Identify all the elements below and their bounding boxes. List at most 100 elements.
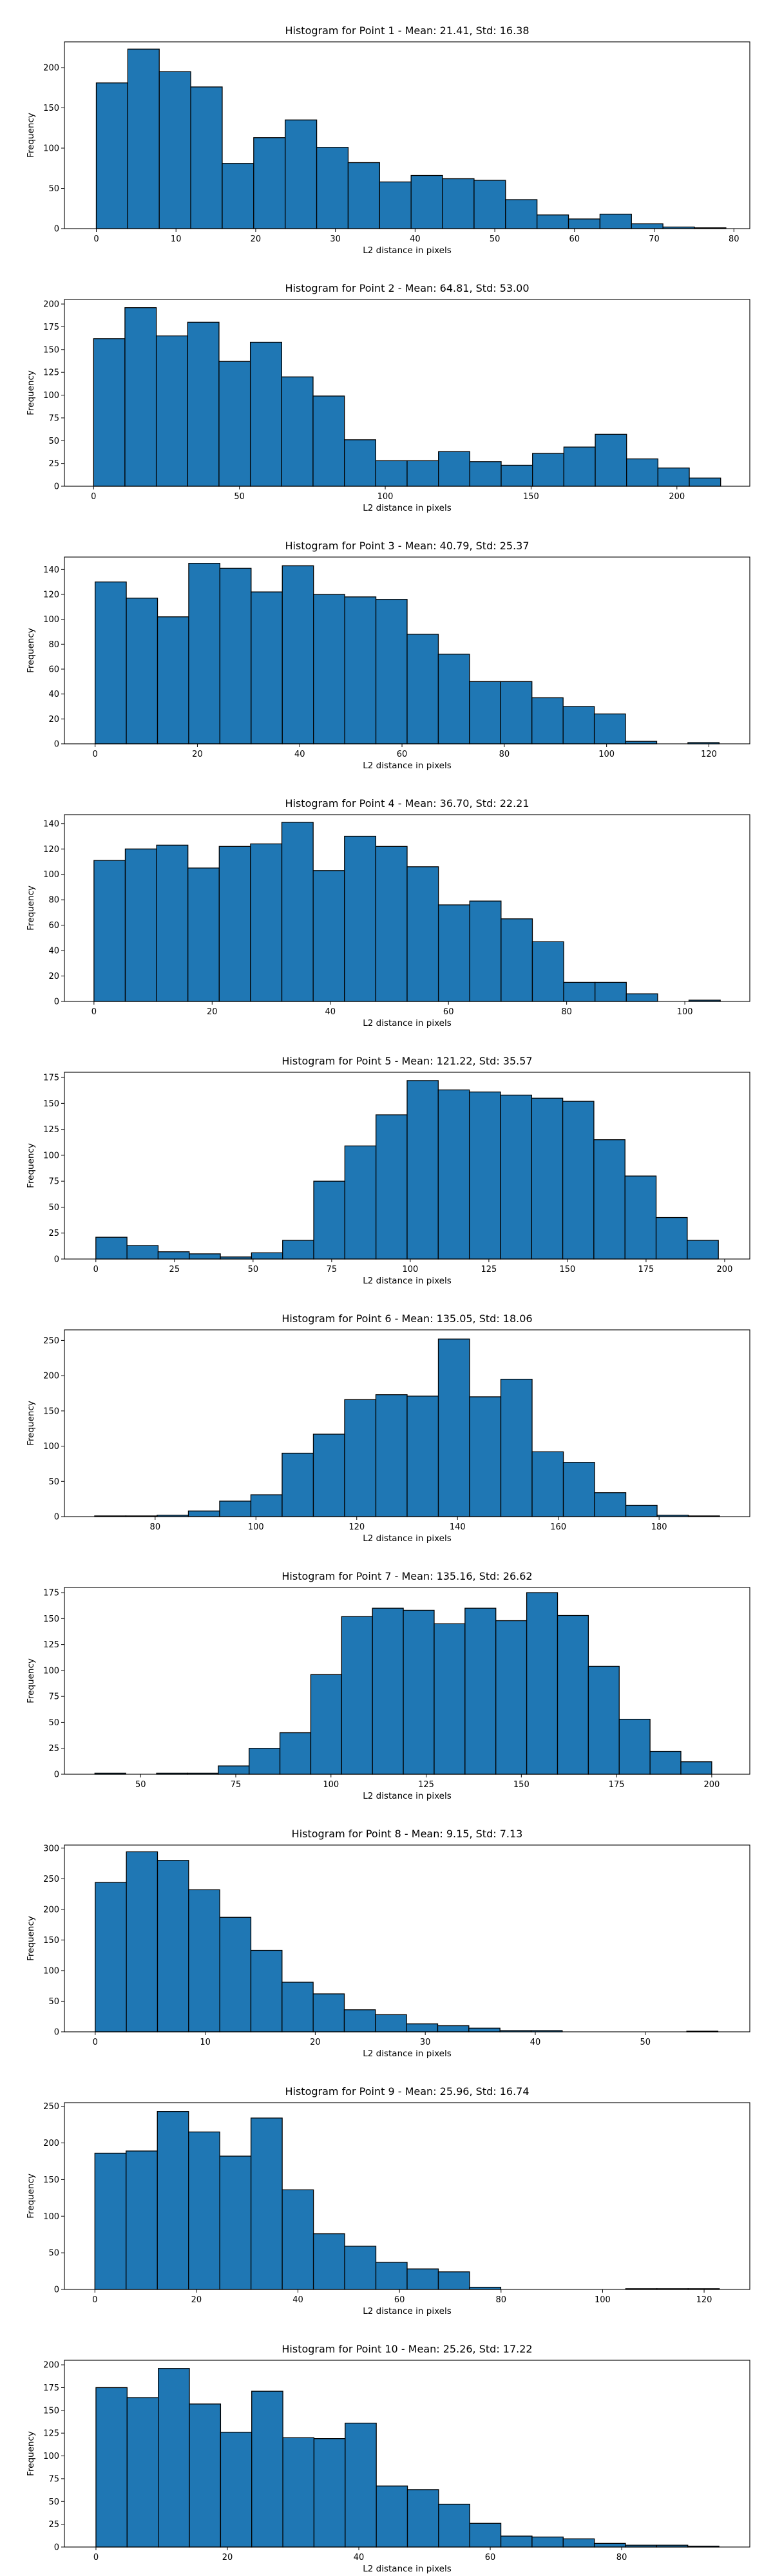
y-tick-label: 140	[43, 565, 59, 575]
y-tick-label: 175	[43, 1589, 59, 1598]
x-tick-label: 100	[402, 1265, 418, 1274]
y-tick-label: 150	[43, 1615, 59, 1624]
y-tick-label: 150	[43, 2406, 59, 2416]
histogram-bar	[599, 213, 632, 229]
y-tick-label: 100	[43, 1666, 59, 1676]
chart-title: Histogram for Point 5 - Mean: 121.22, St…	[282, 1055, 532, 1067]
histogram-bar	[312, 2233, 345, 2290]
histogram-bar	[469, 1396, 502, 1517]
histogram-panel-3: Histogram for Point 3 - Mean: 40.79, Std…	[0, 515, 773, 773]
histogram-bar	[93, 860, 126, 1002]
y-tick-label: 60	[48, 921, 59, 931]
histogram-bar	[557, 1615, 589, 1775]
histogram-bar	[126, 2397, 159, 2548]
histogram-bar	[625, 741, 658, 744]
y-axis-label: Frequency	[26, 2431, 36, 2476]
histogram-bar	[587, 1665, 620, 1775]
histogram-bar	[657, 468, 690, 487]
x-tick-label: 40	[325, 1007, 336, 1017]
histogram-bar	[187, 867, 220, 1002]
histogram-bar	[282, 2437, 315, 2548]
histogram-bar	[437, 2271, 470, 2290]
plot-frame	[64, 1844, 750, 2032]
y-tick-label: 200	[43, 1905, 59, 1915]
histogram-bar	[500, 2535, 533, 2548]
x-tick-label: 40	[410, 234, 421, 244]
x-tick-label: 60	[443, 1007, 454, 1017]
y-axis-label: Frequency	[26, 1916, 36, 1961]
x-tick-label: 60	[394, 2295, 405, 2305]
x-tick-label: 40	[294, 750, 305, 759]
y-tick-label: 60	[48, 665, 59, 675]
histogram-panel-9: Histogram for Point 9 - Mean: 25.96, Std…	[0, 2061, 773, 2318]
histogram-bar	[625, 1504, 658, 1517]
x-tick-label: 100	[595, 2295, 611, 2305]
x-tick-label: 50	[234, 492, 245, 502]
x-tick-label: 200	[717, 1265, 733, 1274]
y-tick-label: 100	[43, 1442, 59, 1452]
histogram-bar	[281, 822, 314, 1002]
histogram-bar	[344, 2246, 377, 2290]
x-tick-label: 120	[696, 2295, 712, 2305]
histogram-bar	[500, 681, 533, 744]
histogram-bar	[188, 2131, 220, 2290]
y-tick-label: 50	[48, 1477, 59, 1487]
histogram-bar	[655, 1217, 688, 1260]
histogram-bar	[344, 439, 376, 487]
x-tick-label: 100	[323, 1780, 339, 1790]
y-tick-label: 175	[43, 323, 59, 332]
histogram-bar	[219, 1917, 252, 2032]
histogram-bar	[680, 1761, 712, 1775]
y-tick-label: 200	[43, 64, 59, 73]
histogram-bar	[562, 2538, 595, 2548]
histogram-bar	[469, 461, 502, 487]
histogram-bar	[344, 1145, 377, 1260]
histogram-svg: Histogram for Point 4 - Mean: 36.70, Std…	[26, 797, 750, 1028]
x-tick-label: 0	[91, 492, 96, 502]
bars	[94, 1592, 712, 1775]
histogram-bar	[406, 2489, 439, 2548]
histogram-bar	[344, 596, 377, 744]
histogram-bar	[126, 1245, 159, 1260]
x-tick-label: 0	[93, 2553, 99, 2562]
x-tick-label: 80	[496, 2295, 507, 2305]
y-tick-label: 50	[48, 1203, 59, 1213]
histogram-bar	[437, 1338, 470, 1517]
y-tick-label: 0	[54, 2543, 59, 2553]
histogram-bar	[250, 1949, 283, 2032]
histogram-bar	[94, 2152, 127, 2290]
x-tick-label: 120	[701, 750, 717, 759]
y-tick-label: 175	[43, 2383, 59, 2393]
x-tick-label: 125	[481, 1265, 497, 1274]
y-tick-label: 0	[54, 2286, 59, 2295]
histogram-bar	[95, 82, 129, 229]
histogram-bar	[568, 218, 601, 229]
histogram-bar	[687, 1240, 719, 1260]
x-tick-label: 175	[638, 1265, 654, 1274]
histogram-svg: Histogram for Point 8 - Mean: 9.15, Std:…	[26, 1828, 750, 2059]
histogram-bar	[406, 2268, 439, 2290]
y-tick-label: 125	[43, 1640, 59, 1650]
histogram-bar	[593, 2543, 626, 2548]
y-tick-label: 50	[48, 2497, 59, 2507]
plot-frame	[64, 814, 750, 1002]
x-tick-label: 175	[609, 1780, 625, 1790]
x-tick-label: 0	[93, 750, 98, 759]
x-axis-label: L2 distance in pixels	[363, 2306, 451, 2316]
histogram-bar	[593, 1139, 625, 1260]
x-tick-label: 20	[192, 750, 203, 759]
histogram-bar	[312, 1993, 345, 2032]
x-tick-label: 100	[377, 492, 394, 502]
x-tick-label: 100	[248, 1522, 264, 1532]
chart-title: Histogram for Point 7 - Mean: 135.16, St…	[282, 1570, 532, 1582]
x-tick-label: 150	[523, 492, 539, 502]
histogram-bar	[406, 634, 439, 744]
histogram-bar	[343, 2009, 376, 2032]
histogram-bar	[689, 477, 721, 487]
histogram-bar	[157, 1860, 189, 2032]
y-tick-label: 75	[48, 1692, 59, 1702]
x-tick-label: 0	[92, 2295, 97, 2305]
y-tick-label: 175	[43, 1074, 59, 1083]
histogram-bar	[282, 1452, 314, 1517]
histogram-bar	[631, 223, 663, 229]
